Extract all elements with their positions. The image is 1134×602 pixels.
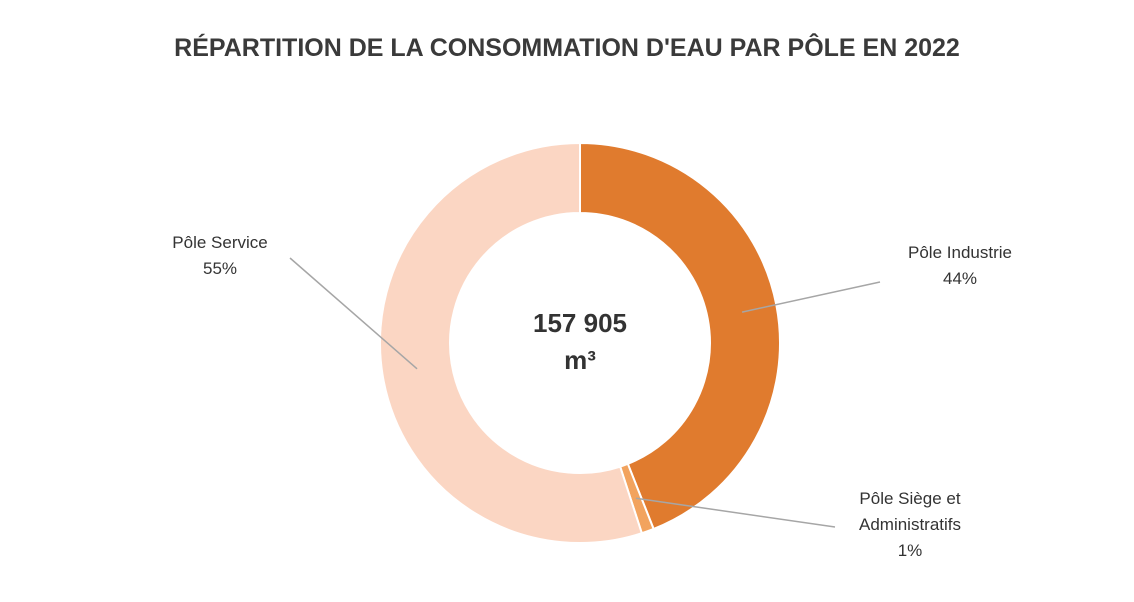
leader-line [635,497,836,528]
leader-line [741,281,881,313]
data-label: Pôle Industrie 44% [850,240,1070,292]
label-text: Pôle Industrie [908,243,1012,262]
data-label: Pôle Service 55% [120,230,320,282]
label-text: Pôle Siège et Administratifs [858,489,962,534]
center-unit: m³ [564,345,596,375]
leader-line [289,257,418,370]
center-value: 157 905 [533,308,627,338]
donut-segment [379,141,644,544]
label-text: 44% [942,269,978,288]
label-text: 55% [202,259,238,278]
chart-title: RÉPARTITION DE LA CONSOMMATION D'EAU PAR… [174,34,960,62]
label-text: Pôle Service [172,233,268,252]
donut-segment [579,141,781,531]
label-text: 1% [897,541,923,560]
data-label: Pôle Siège et Administratifs 1% [820,486,1000,564]
